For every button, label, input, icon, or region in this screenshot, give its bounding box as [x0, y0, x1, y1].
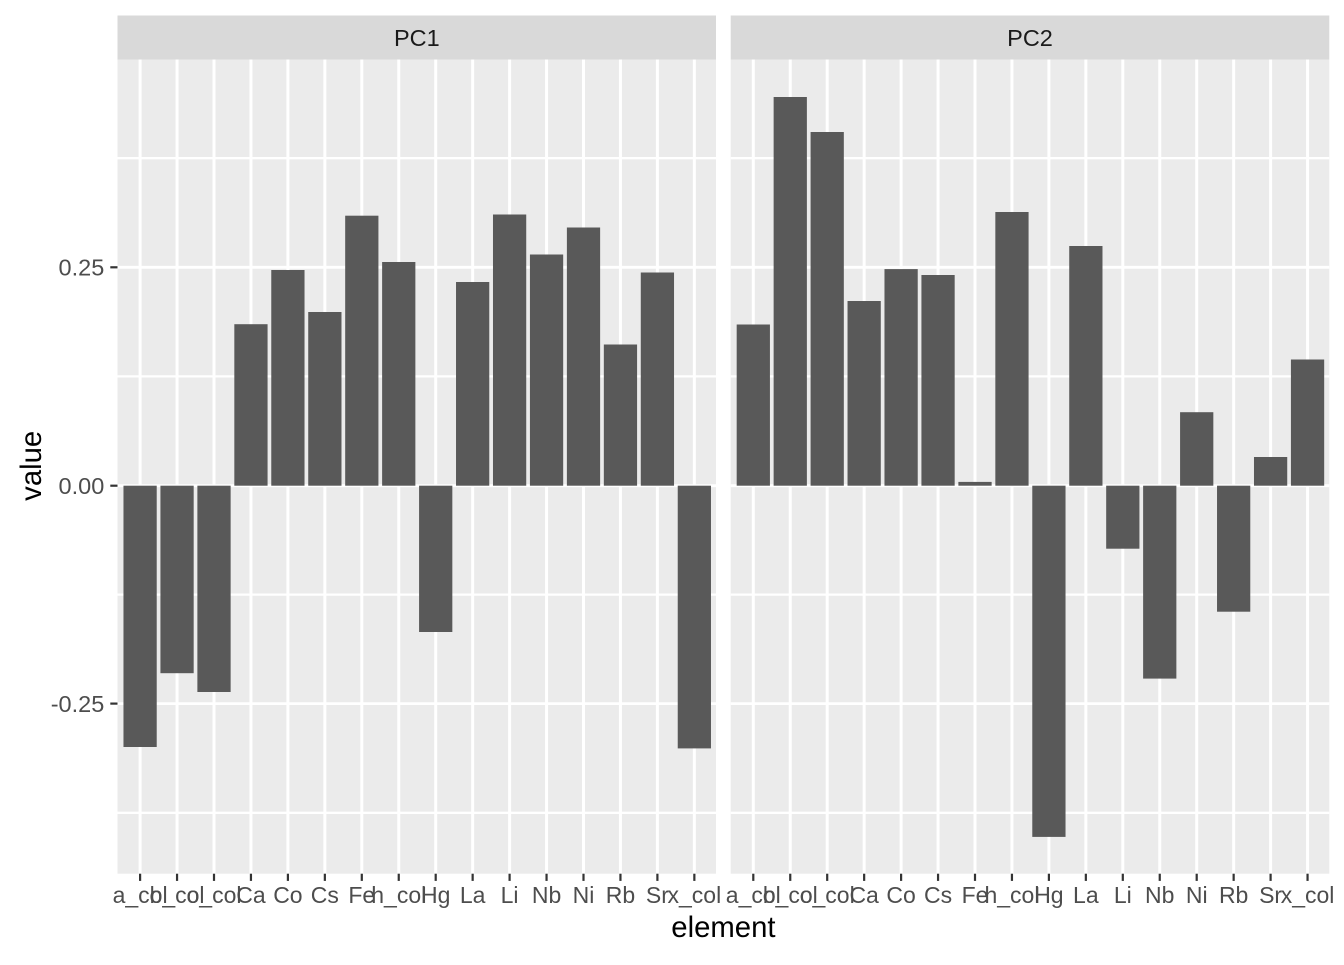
- svg-text:Li: Li: [1114, 882, 1132, 908]
- svg-text:0.25: 0.25: [59, 255, 105, 281]
- svg-text:value: value: [15, 431, 48, 501]
- svg-text:0.00: 0.00: [59, 473, 105, 499]
- svg-text:o_col: o_col: [187, 882, 242, 908]
- svg-text:Ca: Ca: [849, 882, 879, 908]
- svg-text:Fe: Fe: [348, 882, 375, 908]
- svg-text:Cs: Cs: [311, 882, 339, 908]
- svg-text:Cs: Cs: [924, 882, 952, 908]
- svg-text:Nb: Nb: [1145, 882, 1174, 908]
- svg-text:Sr: Sr: [646, 882, 669, 908]
- svg-text:h_col: h_col: [371, 882, 426, 908]
- svg-text:o_col: o_col: [763, 882, 818, 908]
- svg-text:Co: Co: [886, 882, 915, 908]
- svg-text:Rb: Rb: [1219, 882, 1248, 908]
- svg-text:PC1: PC1: [394, 25, 440, 51]
- svg-text:a_cbl: a_cbl: [113, 882, 168, 908]
- svg-text:-0.25: -0.25: [51, 691, 105, 717]
- svg-text:x_col: x_col: [1281, 882, 1335, 908]
- svg-text:PC2: PC2: [1007, 25, 1053, 51]
- svg-text:o_col: o_col: [800, 882, 855, 908]
- svg-text:Nb: Nb: [532, 882, 561, 908]
- svg-text:Co: Co: [273, 882, 302, 908]
- svg-text:Hg: Hg: [421, 882, 450, 908]
- svg-text:La: La: [1073, 882, 1099, 908]
- svg-text:Ni: Ni: [573, 882, 595, 908]
- svg-text:o_col: o_col: [150, 882, 205, 908]
- svg-text:Fe: Fe: [962, 882, 989, 908]
- svg-text:Sr: Sr: [1259, 882, 1282, 908]
- svg-text:a_cbl: a_cbl: [726, 882, 781, 908]
- svg-text:element: element: [671, 911, 775, 944]
- svg-text:Hg: Hg: [1034, 882, 1063, 908]
- svg-text:h_col: h_col: [984, 882, 1039, 908]
- svg-text:Ca: Ca: [236, 882, 266, 908]
- svg-text:Ni: Ni: [1186, 882, 1208, 908]
- svg-text:La: La: [460, 882, 486, 908]
- svg-text:Rb: Rb: [606, 882, 635, 908]
- svg-text:Li: Li: [501, 882, 519, 908]
- svg-text:x_col: x_col: [667, 882, 721, 908]
